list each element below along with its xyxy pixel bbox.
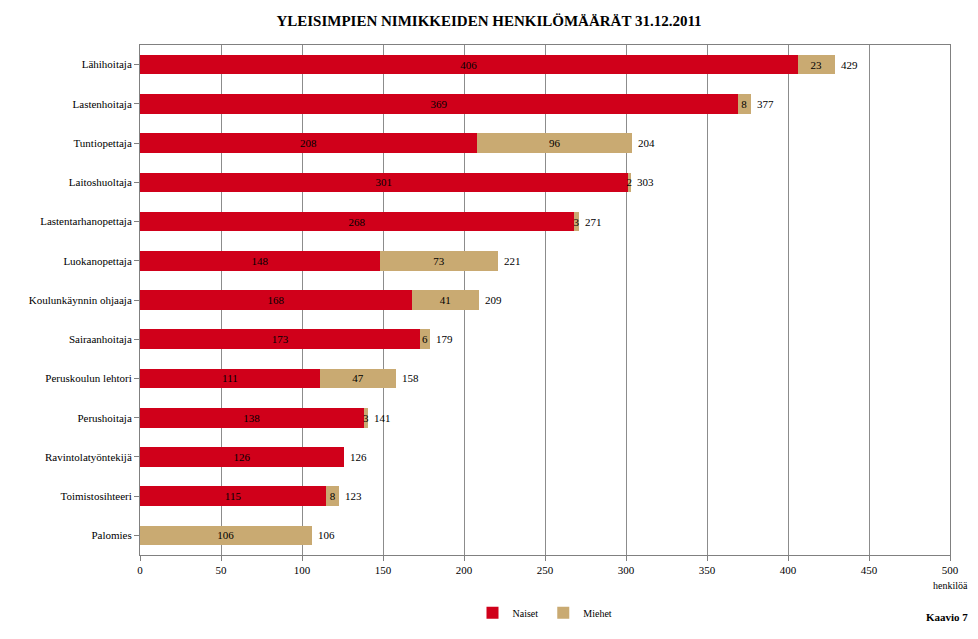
svg-text:123: 123 — [345, 490, 362, 502]
svg-text:Perushoitaja: Perushoitaja — [77, 412, 131, 424]
svg-text:henkilöä: henkilöä — [933, 580, 968, 591]
svg-text:450: 450 — [861, 564, 878, 576]
svg-text:3: 3 — [574, 216, 580, 228]
svg-text:3: 3 — [363, 412, 369, 424]
svg-text:250: 250 — [537, 564, 554, 576]
svg-text:115: 115 — [225, 490, 242, 502]
svg-text:141: 141 — [374, 412, 391, 424]
svg-text:271: 271 — [585, 216, 602, 228]
svg-text:Lähihoitaja: Lähihoitaja — [82, 58, 132, 70]
svg-text:41: 41 — [440, 294, 451, 306]
svg-text:Luokanopettaja: Luokanopettaja — [63, 255, 132, 267]
svg-text:350: 350 — [699, 564, 716, 576]
svg-text:8: 8 — [330, 490, 336, 502]
svg-text:126: 126 — [234, 451, 251, 463]
svg-text:Laitoshuoltaja: Laitoshuoltaja — [69, 176, 132, 188]
svg-text:150: 150 — [375, 564, 392, 576]
svg-text:173: 173 — [272, 333, 289, 345]
svg-text:204: 204 — [638, 137, 655, 149]
svg-text:301: 301 — [376, 176, 393, 188]
svg-text:Miehet: Miehet — [583, 608, 612, 619]
svg-text:500: 500 — [942, 564, 959, 576]
svg-text:200: 200 — [456, 564, 473, 576]
svg-text:Toimistosihteeri: Toimistosihteeri — [60, 490, 131, 502]
svg-text:148: 148 — [251, 255, 268, 267]
svg-text:106: 106 — [318, 529, 335, 541]
svg-text:Palomies: Palomies — [91, 529, 131, 541]
svg-text:YLEISIMPIEN NIMIKKEIDEN HENKIL: YLEISIMPIEN NIMIKKEIDEN HENKILÖMÄÄRÄT 31… — [276, 13, 701, 29]
svg-text:300: 300 — [618, 564, 635, 576]
svg-text:47: 47 — [352, 372, 364, 384]
svg-text:Koulunkäynnin ohjaaja: Koulunkäynnin ohjaaja — [29, 294, 132, 306]
svg-text:6: 6 — [422, 333, 428, 345]
svg-text:Lastentarhanopettaja: Lastentarhanopettaja — [40, 215, 132, 227]
svg-text:73: 73 — [433, 255, 445, 267]
svg-text:Lastenhoitaja: Lastenhoitaja — [73, 98, 132, 110]
svg-text:179: 179 — [436, 333, 453, 345]
svg-text:268: 268 — [349, 216, 366, 228]
svg-text:Kaavio 7: Kaavio 7 — [926, 611, 968, 623]
svg-text:23: 23 — [811, 59, 823, 71]
svg-text:111: 111 — [222, 372, 238, 384]
svg-text:406: 406 — [460, 59, 477, 71]
svg-text:96: 96 — [549, 137, 561, 149]
svg-text:138: 138 — [243, 412, 260, 424]
svg-text:126: 126 — [350, 451, 367, 463]
svg-text:168: 168 — [268, 294, 285, 306]
svg-text:208: 208 — [300, 137, 317, 149]
svg-text:221: 221 — [504, 255, 521, 267]
svg-text:Naiset: Naiset — [513, 608, 539, 619]
svg-text:369: 369 — [430, 98, 447, 110]
svg-text:Peruskoulun lehtori: Peruskoulun lehtori — [45, 372, 131, 384]
svg-text:209: 209 — [485, 294, 502, 306]
svg-text:158: 158 — [402, 372, 419, 384]
svg-text:100: 100 — [294, 564, 311, 576]
svg-text:377: 377 — [757, 98, 774, 110]
svg-text:429: 429 — [841, 59, 858, 71]
svg-text:106: 106 — [217, 529, 234, 541]
svg-text:8: 8 — [741, 98, 747, 110]
svg-text:400: 400 — [780, 564, 797, 576]
svg-text:0: 0 — [137, 564, 143, 576]
svg-text:50: 50 — [216, 564, 228, 576]
svg-text:2: 2 — [626, 176, 632, 188]
svg-text:Ravintolatyöntekijä: Ravintolatyöntekijä — [45, 451, 132, 463]
svg-text:303: 303 — [637, 176, 654, 188]
svg-text:Tuntiopettaja: Tuntiopettaja — [74, 137, 132, 149]
svg-text:Sairaanhoitaja: Sairaanhoitaja — [69, 333, 132, 345]
